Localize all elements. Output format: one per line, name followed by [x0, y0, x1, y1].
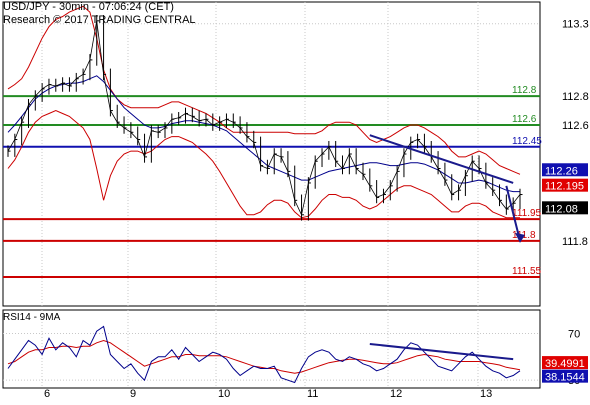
rsi-panel-title: RSI14 - 9MA [3, 312, 61, 323]
x-tick-label: 9 [130, 388, 136, 400]
price-label-black: 112.08 [545, 203, 578, 215]
rsi-trendline-0 [369, 343, 514, 361]
price-label-box-blue [542, 163, 588, 177]
y-tick-label: 111.8 [562, 236, 588, 248]
rsi-label-box-red [542, 356, 588, 370]
rsi-line [7, 325, 521, 384]
level-label-support: 111.55 [512, 266, 542, 277]
y-tick-label: 113.3 [562, 19, 589, 31]
lower-band-line [7, 110, 520, 219]
rsi-panel-frame [2, 309, 541, 389]
trendline-1 [505, 185, 521, 242]
rsi-ma-line [7, 339, 521, 374]
y-tick-label: 112.8 [562, 91, 589, 103]
price-label-box-red [542, 178, 588, 192]
level-label-resistance: 112.6 [512, 114, 537, 125]
level-label-support: 111.95 [512, 208, 542, 219]
x-tick-label: 13 [480, 388, 492, 400]
price-bars [7, 15, 523, 221]
y-tick-label: 112.6 [562, 120, 589, 132]
projection-arrowhead [515, 232, 525, 243]
chart-title: USD/JPY - 30min - 07:06:24 (CET) [3, 1, 174, 13]
rsi-label-box-blue [542, 369, 588, 383]
x-tick-label: 10 [218, 388, 230, 400]
trendline-0 [369, 134, 514, 184]
level-label-resistance: 112.8 [512, 85, 537, 96]
price-label-blue: 112.26 [545, 165, 578, 177]
price-label-red: 112.195 [545, 181, 584, 193]
rsi-y-tick-label: 70 [568, 329, 580, 341]
rsi-label-blue: 38.1544 [545, 372, 585, 384]
moving-average-line [7, 75, 520, 193]
x-tick-label: 11 [307, 388, 318, 400]
chart-copyright: Research © 2017 TRADING CENTRAL [3, 14, 196, 26]
price-line [7, 20, 521, 217]
x-tick-label: 12 [390, 388, 402, 400]
upper-band-line [7, 5, 521, 175]
main-panel-frame [2, 1, 541, 307]
level-label-pivot: 112.45 [512, 136, 542, 147]
price-label-box-black [542, 201, 588, 215]
rsi-label-red: 39.4991 [545, 358, 585, 370]
x-tick-label: 6 [44, 388, 50, 400]
